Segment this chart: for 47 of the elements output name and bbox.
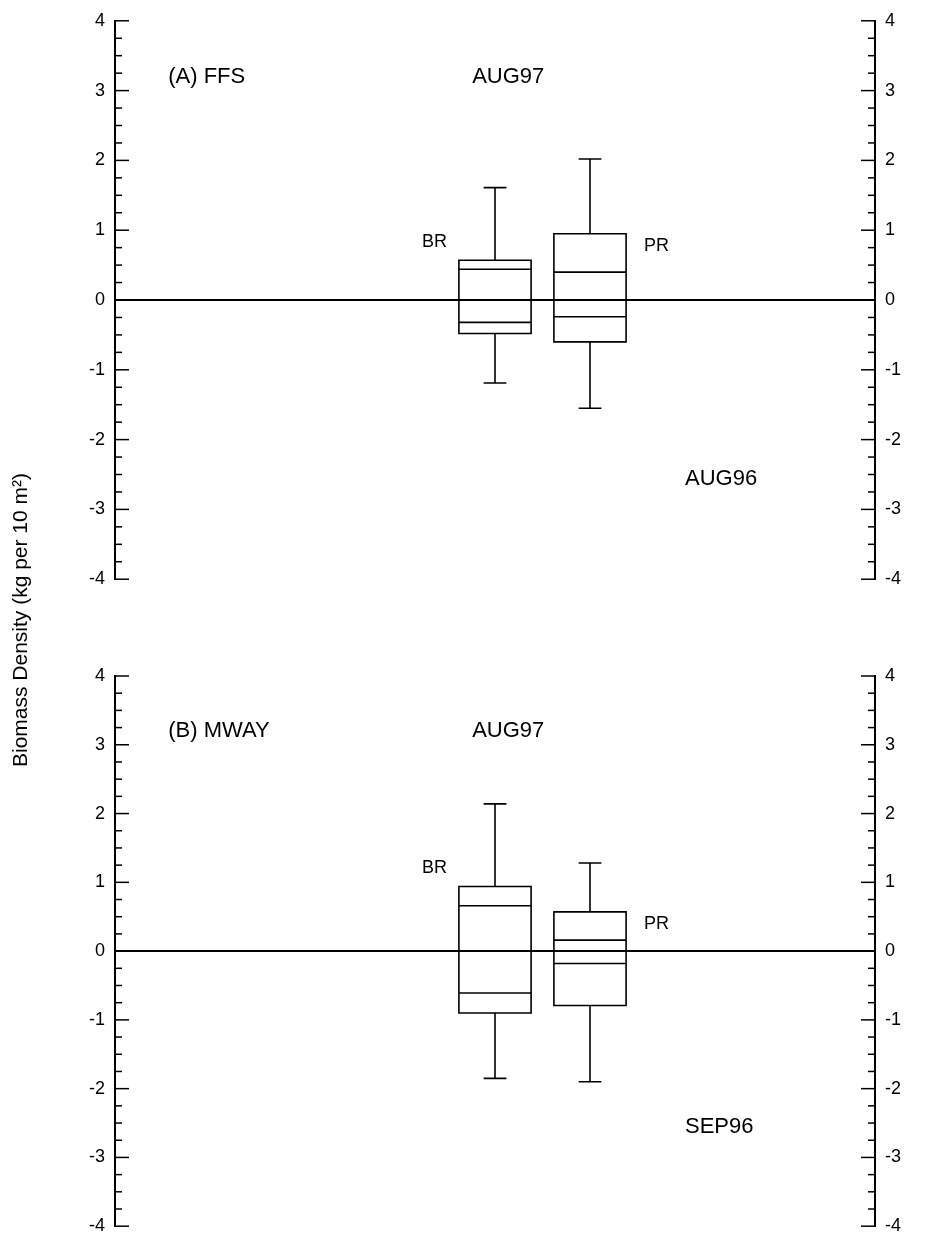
y-tick-label: 2 — [94, 802, 105, 823]
y-tick-label: -1 — [88, 1008, 105, 1029]
annotation: AUG97 — [472, 62, 545, 88]
y2-tick-label: -1 — [885, 358, 902, 379]
y2-tick-label: -4 — [885, 568, 902, 589]
annotation: AUG96 — [685, 464, 758, 490]
y-tick-label: -2 — [88, 1077, 105, 1098]
y-tick-label: -1 — [88, 358, 105, 379]
y-tick-label: 1 — [94, 871, 105, 892]
y-tick-label: -2 — [88, 428, 105, 449]
y2-tick-label: -1 — [885, 1008, 902, 1029]
y2-tick-label: -4 — [885, 1215, 902, 1236]
annotation: SEP96 — [685, 1113, 754, 1139]
y-tick-label: -3 — [88, 498, 105, 519]
annotation: AUG97 — [472, 717, 545, 743]
y2-tick-label: -2 — [885, 1077, 902, 1098]
y2-tick-label: 4 — [885, 9, 896, 30]
y2-tick-label: 4 — [885, 664, 896, 685]
y-tick-label: 1 — [94, 219, 105, 240]
series-label: PR — [644, 912, 670, 933]
y-tick-label: 2 — [94, 149, 105, 170]
series-label: PR — [644, 234, 670, 255]
y-tick-label: 4 — [94, 9, 105, 30]
y2-tick-label: 1 — [885, 219, 896, 240]
y-tick-label: -4 — [88, 568, 105, 589]
annotation: (B) MWAY — [168, 717, 270, 743]
series-label: BR — [421, 231, 447, 252]
y2-tick-label: 2 — [885, 802, 896, 823]
y-tick-label: 0 — [94, 288, 105, 309]
y2-tick-label: 1 — [885, 871, 896, 892]
y-tick-label: 0 — [94, 940, 105, 961]
y2-tick-label: 2 — [885, 149, 896, 170]
y2-tick-label: 3 — [885, 79, 896, 100]
y2-tick-label: -3 — [885, 1146, 902, 1167]
y2-tick-label: -3 — [885, 498, 902, 519]
y-tick-label: 3 — [94, 733, 105, 754]
y-tick-label: -4 — [88, 1215, 105, 1236]
y-axis-title: Biomass Density (kg per 10 m²) — [8, 471, 32, 770]
y2-tick-label: -2 — [885, 428, 902, 449]
annotation: (A) FFS — [168, 62, 246, 88]
y2-tick-label: 0 — [885, 940, 896, 961]
y-tick-label: 4 — [94, 664, 105, 685]
y-tick-label: -3 — [88, 1146, 105, 1167]
series-label: BR — [421, 857, 447, 878]
y-tick-label: 3 — [94, 79, 105, 100]
y2-tick-label: 3 — [885, 733, 896, 754]
y2-tick-label: 0 — [885, 288, 896, 309]
